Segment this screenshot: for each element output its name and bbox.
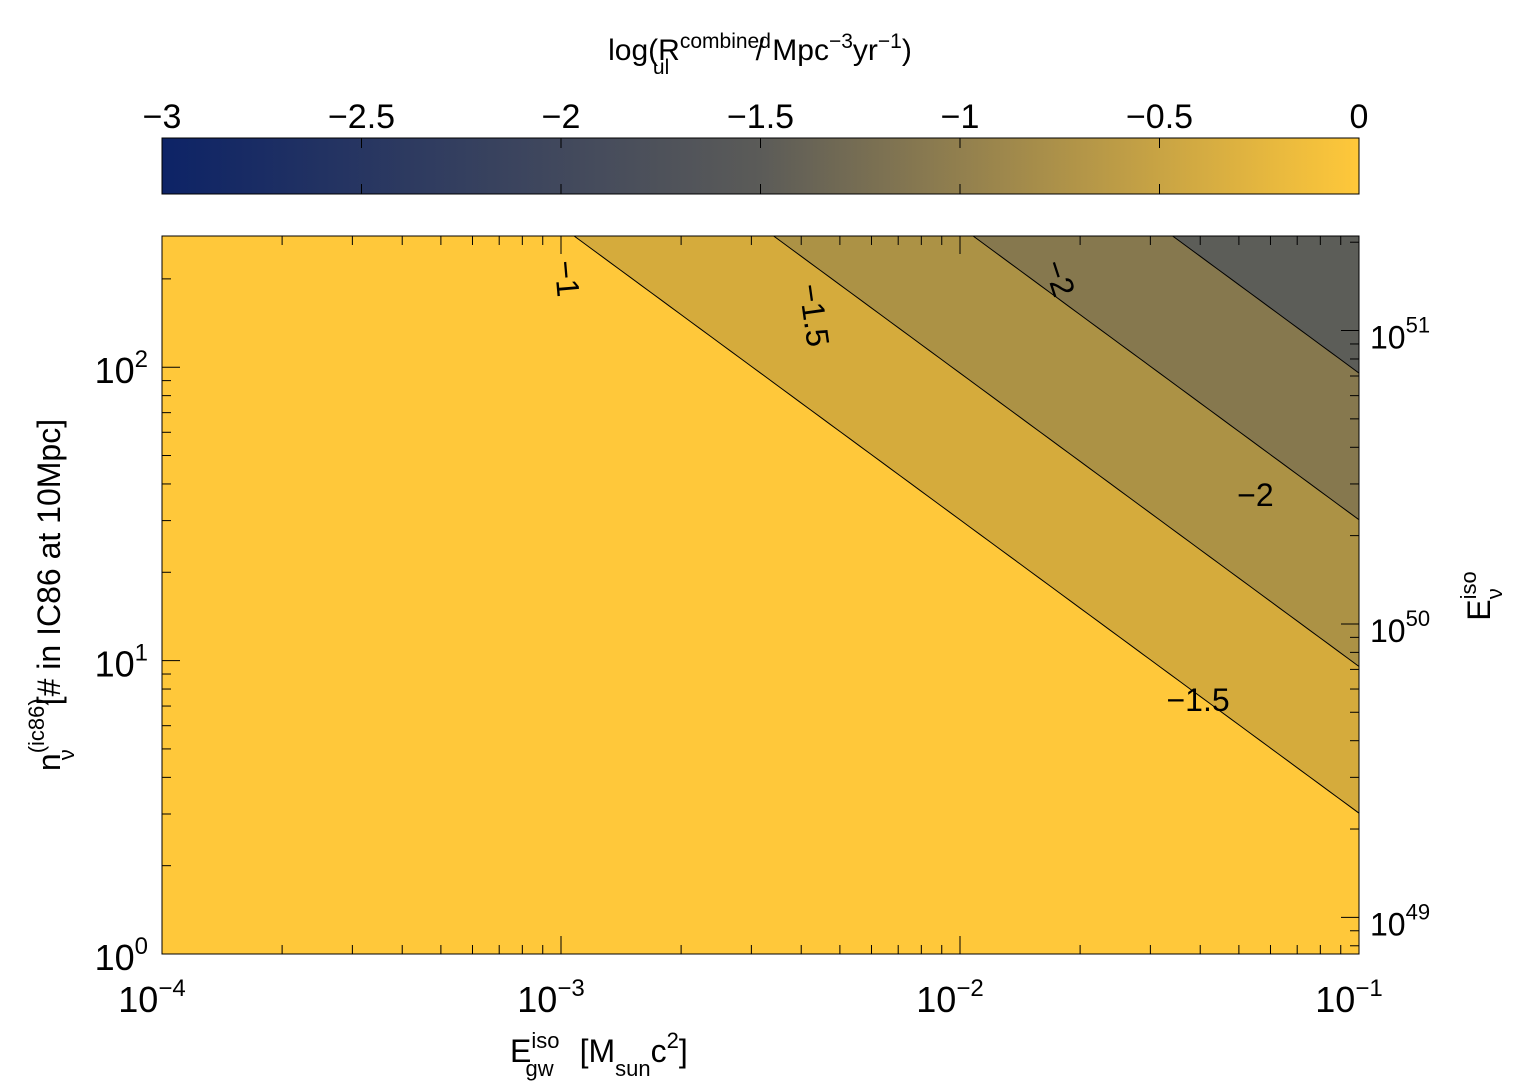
y-tick-label: 101 [95, 640, 148, 685]
x-tick-label: 10−4 [118, 975, 185, 1020]
colorbar-tick-label: 0 [1350, 98, 1369, 136]
y2-axis-label: Eisoν [1456, 571, 1507, 620]
colorbar-tick-label: −2.5 [328, 98, 395, 136]
colorbar-tick-label: −3 [143, 98, 182, 136]
colorbar-tick-label: −1.5 [727, 98, 794, 136]
contour-label: −1 [547, 259, 586, 298]
x-axis-label: Eiso gw [Msunc2] [510, 1028, 688, 1081]
y-tick-label: 100 [95, 933, 148, 978]
contour-line [972, 236, 1359, 521]
y2-tick-label: 1050 [1370, 606, 1430, 649]
x-tick-label: 10−3 [517, 975, 584, 1020]
colorbar-tick-label: −0.5 [1126, 98, 1193, 136]
colorbar-tick-label: −1 [941, 98, 980, 136]
contour-label: −1.5 [792, 281, 836, 349]
contour-labels: −1−1.5−2−2−1.5 [547, 255, 1273, 718]
contour-lines [573, 236, 1359, 814]
x-tick-label: 10−2 [916, 975, 983, 1020]
plot-frame [161, 235, 1360, 955]
contour-line [573, 236, 1359, 814]
colorbar-tick-label: −2 [542, 98, 581, 136]
colorbar: −3 −2.5 −2 −1.5 −1 −0.5 0 [143, 98, 1369, 195]
contour-label: −1.5 [1166, 682, 1229, 718]
y-tick-label: 102 [95, 346, 148, 391]
y-axis-label: n(ic86)ν[# in IC86 at 10Mpc] [24, 419, 79, 771]
colorbar-title: log(Rcombined ul / Mpc−3yr−1) [608, 30, 912, 79]
axes: 10−4 10−3 10−2 10−1 100 101 102 1049 1050 1051 [95, 236, 1430, 1020]
y2-tick-label: 1051 [1370, 313, 1430, 356]
plot-area: −1−1.5−2−2−1.5 10−4 10−3 10−2 10−1100101102… [95, 235, 1430, 1020]
contour-label: −2 [1237, 477, 1273, 513]
y2-tick-label: 1049 [1370, 899, 1430, 942]
colorbar-ticks: −3 −2.5 −2 −1.5 −1 −0.5 0 [143, 98, 1369, 194]
contour-line [772, 236, 1359, 667]
x-tick-label: 10−1 [1315, 975, 1382, 1020]
